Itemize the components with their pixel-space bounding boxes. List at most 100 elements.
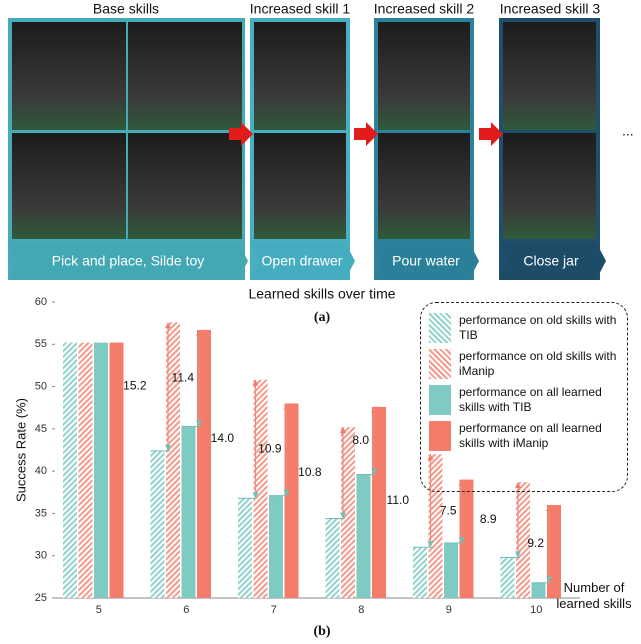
ellipsis: ...: [622, 123, 634, 139]
arrow-head: [252, 379, 259, 386]
arrow-head: [546, 504, 552, 511]
x-tick-label: 9: [446, 604, 452, 616]
arrow: [354, 122, 378, 146]
photo-grid: [8, 18, 600, 280]
arrow: [229, 122, 253, 146]
arrow-head: [196, 329, 202, 336]
arrow-head: [427, 541, 434, 548]
y-tick-label: 30: [35, 550, 47, 562]
arrow-head: [458, 479, 465, 486]
arrow-head: [546, 576, 552, 583]
bar: [459, 479, 474, 598]
legend-item: performance on all learned skills with i…: [429, 421, 619, 451]
gap-label: 7.5: [440, 503, 457, 517]
gap-label: 15.2: [123, 379, 147, 393]
y-tick-label: 25: [35, 592, 47, 604]
photo: [503, 22, 596, 130]
y-tick-label: 50: [35, 380, 47, 392]
bar: [269, 495, 283, 598]
legend-swatch: [429, 349, 451, 379]
photo: [128, 133, 242, 239]
bar: [284, 403, 299, 598]
legend-swatch: [429, 313, 451, 343]
y-tick-label: 45: [35, 423, 47, 435]
y-axis-label: Success Rate (%): [13, 398, 28, 502]
bar: [341, 427, 355, 598]
y-tick-label: 40: [35, 465, 47, 477]
arrow-head: [196, 420, 202, 427]
bar: [516, 482, 530, 598]
bar: [372, 406, 386, 598]
y-tick-label: 35: [35, 507, 47, 519]
photo: [378, 22, 470, 130]
banner: [8, 242, 248, 280]
arrow-head: [165, 322, 171, 329]
arrow: [479, 122, 503, 146]
gap-label: 8.0: [352, 433, 369, 447]
bar: [109, 342, 124, 598]
legend: performance on old skills with TIB perfor…: [420, 302, 628, 492]
gap-label: 10.8: [298, 465, 322, 479]
banner: [499, 242, 606, 280]
photo: [12, 22, 126, 130]
arrow-head: [458, 537, 465, 544]
arrow-head: [515, 551, 521, 558]
arrow-head: [252, 492, 259, 499]
x-tick-label: 7: [271, 604, 277, 616]
photo: [503, 133, 596, 239]
arrow-head: [340, 512, 346, 519]
bar: [444, 543, 458, 598]
x-tick-label: 6: [183, 604, 189, 616]
bar: [356, 474, 371, 598]
x-tick-label: 5: [96, 604, 102, 616]
gap-label: 9.2: [527, 536, 544, 550]
bar: [63, 342, 77, 598]
bar: [197, 329, 211, 598]
photo: [254, 133, 346, 239]
arrow-head: [340, 427, 346, 434]
bar: [166, 322, 180, 598]
legend-swatch: [429, 385, 451, 415]
panel-title: Increased skill 2: [374, 1, 475, 17]
bar: [150, 450, 165, 598]
arrow-head: [283, 489, 290, 496]
bar: [325, 518, 340, 598]
y-tick-label: 60: [35, 296, 47, 308]
banner: [374, 242, 479, 280]
gap-label: 10.9: [258, 442, 282, 456]
bar: [413, 547, 427, 598]
panel-title: Increased skill 1: [250, 1, 351, 17]
banner: [250, 242, 355, 280]
x-tick-label: 8: [358, 604, 364, 616]
gap-label: 8.9: [480, 512, 497, 526]
legend-label: performance on all learned skills with i…: [459, 421, 602, 450]
arrow-head: [165, 444, 171, 451]
x-tick-label: 10: [530, 604, 542, 616]
photo: [378, 133, 470, 239]
bar: [531, 582, 546, 598]
photo: [254, 22, 346, 130]
gap-label: 14.0: [211, 431, 235, 445]
x-axis-label: Number of learned skills: [556, 580, 632, 611]
panel-label: (b): [313, 624, 330, 639]
caption: Learned skills over time: [248, 286, 395, 302]
photo: [12, 133, 126, 239]
panel-label: (a): [314, 310, 331, 325]
y-tick-label: 55: [35, 338, 47, 350]
legend-item: performance on old skills with TIB: [429, 313, 619, 343]
panel-title: Increased skill 3: [500, 1, 601, 17]
legend-swatch: [429, 421, 451, 451]
legend-label: performance on old skills with iManip: [459, 349, 617, 378]
arrow-head: [371, 468, 377, 475]
gap-label: 11.0: [387, 493, 410, 507]
arrow-head: [515, 482, 521, 489]
banner-label: Close jar: [523, 253, 579, 269]
arrow-head: [427, 454, 434, 461]
bar: [94, 342, 108, 598]
legend-label: performance on all learned skills with T…: [459, 385, 602, 414]
bar: [78, 342, 93, 598]
banner-label: Pour water: [392, 253, 460, 269]
bar: [181, 426, 196, 598]
